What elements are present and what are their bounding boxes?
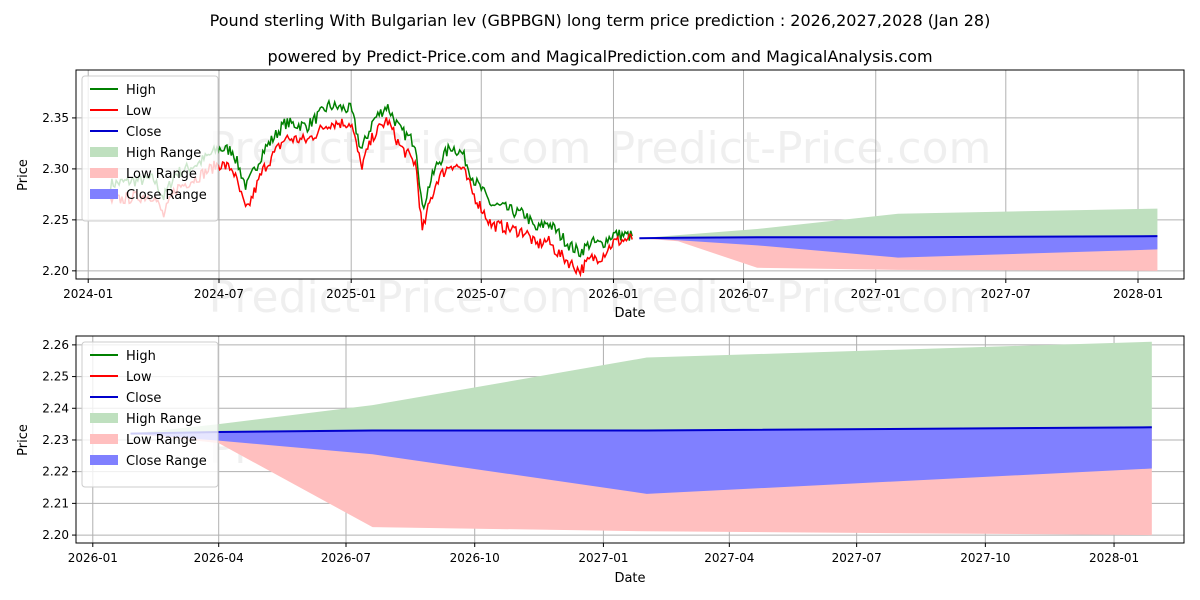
legend-box xyxy=(81,341,219,488)
plot-frame xyxy=(75,69,1185,280)
x-tick-label: 2026-07 xyxy=(321,551,371,565)
legend-label: Close xyxy=(126,125,161,140)
x-tick-label: 2024-01 xyxy=(63,287,113,301)
x-tick-label: 2028-01 xyxy=(1113,287,1163,301)
y-tick-label: 2.20 xyxy=(42,264,69,278)
x-tick-label: 2026-10 xyxy=(450,551,500,565)
x-tick-label: 2026-04 xyxy=(194,551,244,565)
legend-label: Close xyxy=(126,391,161,406)
bottom-y-axis-label: Price xyxy=(16,424,31,456)
watermark-text: Predict-Price.com xyxy=(209,123,592,174)
x-tick-label: 2027-01 xyxy=(851,287,901,301)
watermark-text: Predict-Price.com xyxy=(609,123,992,174)
bottom-legend: High Low Close High Range Low Range Close Ran… xyxy=(81,341,219,488)
close-range-area xyxy=(639,236,1158,258)
bottom-panel: Predict-Price.com Predict-Price.com 2026… xyxy=(16,335,1185,586)
legend-label: Low xyxy=(126,104,152,119)
x-tick-label: 2027-07 xyxy=(981,287,1031,301)
x-tick-label: 2025-07 xyxy=(456,287,506,301)
legend-swatch xyxy=(90,189,118,199)
legend-label: High xyxy=(126,83,156,98)
legend-label: Low Range xyxy=(126,167,197,182)
legend-label: High Range xyxy=(126,146,201,161)
top-x-axis-label: Date xyxy=(614,306,645,321)
legend-box xyxy=(81,75,219,222)
y-tick-label: 2.23 xyxy=(42,433,69,447)
legend-label: Close Range xyxy=(126,454,207,469)
chart-subtitle: powered by Predict-Price.com and Magical… xyxy=(267,47,932,66)
x-tick-label: 2027-04 xyxy=(704,551,754,565)
chart-title: Pound sterling With Bulgarian lev (GBPBG… xyxy=(210,11,991,30)
bottom-x-axis-label: Date xyxy=(614,571,645,586)
legend-label: Close Range xyxy=(126,188,207,203)
y-tick-label: 2.24 xyxy=(42,401,69,415)
top-legend: High Low Close High Range Low Range Close Ran… xyxy=(81,75,219,222)
y-tick-label: 2.30 xyxy=(42,162,69,176)
legend-swatch xyxy=(90,455,118,465)
legend-label: Low xyxy=(126,370,152,385)
y-tick-label: 2.26 xyxy=(42,338,69,352)
y-tick-label: 2.21 xyxy=(42,496,69,510)
high-range-area xyxy=(639,208,1158,239)
legend-swatch xyxy=(90,434,118,444)
high-range-area xyxy=(130,341,1152,434)
legend-label: High xyxy=(126,349,156,364)
close-forecast-line xyxy=(639,235,1158,240)
x-tick-label: 2027-01 xyxy=(578,551,628,565)
y-tick-label: 2.20 xyxy=(42,528,69,542)
y-tick-label: 2.25 xyxy=(42,213,69,227)
close-range-area xyxy=(130,427,1152,494)
x-tick-label: 2027-07 xyxy=(832,551,882,565)
x-tick-label: 2025-01 xyxy=(326,287,376,301)
x-tick-label: 2026-01 xyxy=(588,287,638,301)
legend-label: Low Range xyxy=(126,433,197,448)
legend-label: High Range xyxy=(126,412,201,427)
y-tick-label: 2.35 xyxy=(42,111,69,125)
x-tick-label: 2026-01 xyxy=(68,551,118,565)
top-y-axis-label: Price xyxy=(16,159,31,191)
legend-swatch xyxy=(90,168,118,178)
legend-swatch xyxy=(90,147,118,157)
x-tick-label: 2028-01 xyxy=(1089,551,1139,565)
x-tick-label: 2024-07 xyxy=(194,287,244,301)
legend-swatch xyxy=(90,413,118,423)
top-panel: Predict-Price.com Predict-Price.com Pred… xyxy=(16,69,1185,323)
plot-frame xyxy=(75,335,1185,544)
x-tick-label: 2026-07 xyxy=(718,287,768,301)
y-tick-label: 2.22 xyxy=(42,465,69,479)
watermark-text: Predict-Price.com xyxy=(209,272,592,323)
watermark-text: Predict-Price.com xyxy=(609,272,992,323)
y-tick-label: 2.25 xyxy=(42,370,69,384)
x-tick-label: 2027-10 xyxy=(960,551,1010,565)
